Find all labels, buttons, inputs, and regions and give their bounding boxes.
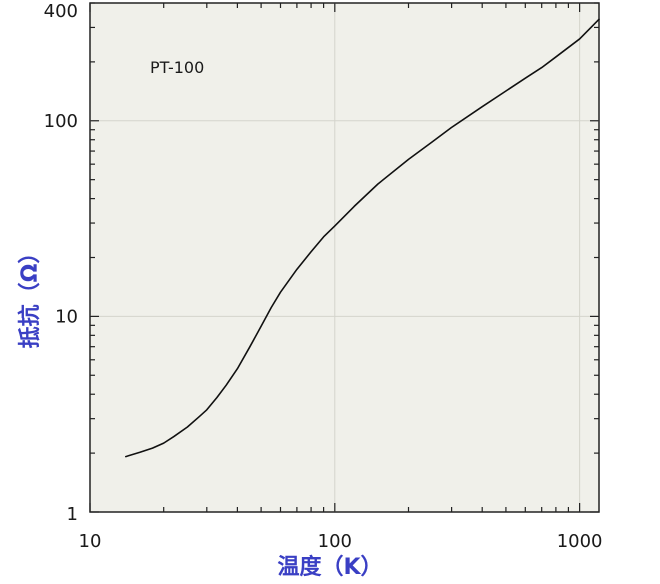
y-tick-label: 10: [55, 306, 78, 327]
grid-lines: [90, 3, 599, 512]
y-axis-title: 抵抗（Ω）: [17, 242, 43, 349]
x-axis-title: 温度（K）: [277, 554, 382, 580]
axis-ticks: [89, 2, 599, 513]
x-tick-label: 1000: [557, 531, 603, 552]
x-tick-label: 100: [318, 531, 352, 552]
curve-annotation: PT-100: [150, 58, 204, 77]
series-layer: [124, 18, 600, 458]
series-line: [124, 18, 600, 458]
y-tick-label: 100: [44, 111, 78, 132]
y-tick-label: 400: [44, 1, 78, 22]
x-tick-label: 10: [79, 531, 102, 552]
y-tick-label: 1: [67, 504, 78, 525]
plot-area: [89, 2, 600, 513]
